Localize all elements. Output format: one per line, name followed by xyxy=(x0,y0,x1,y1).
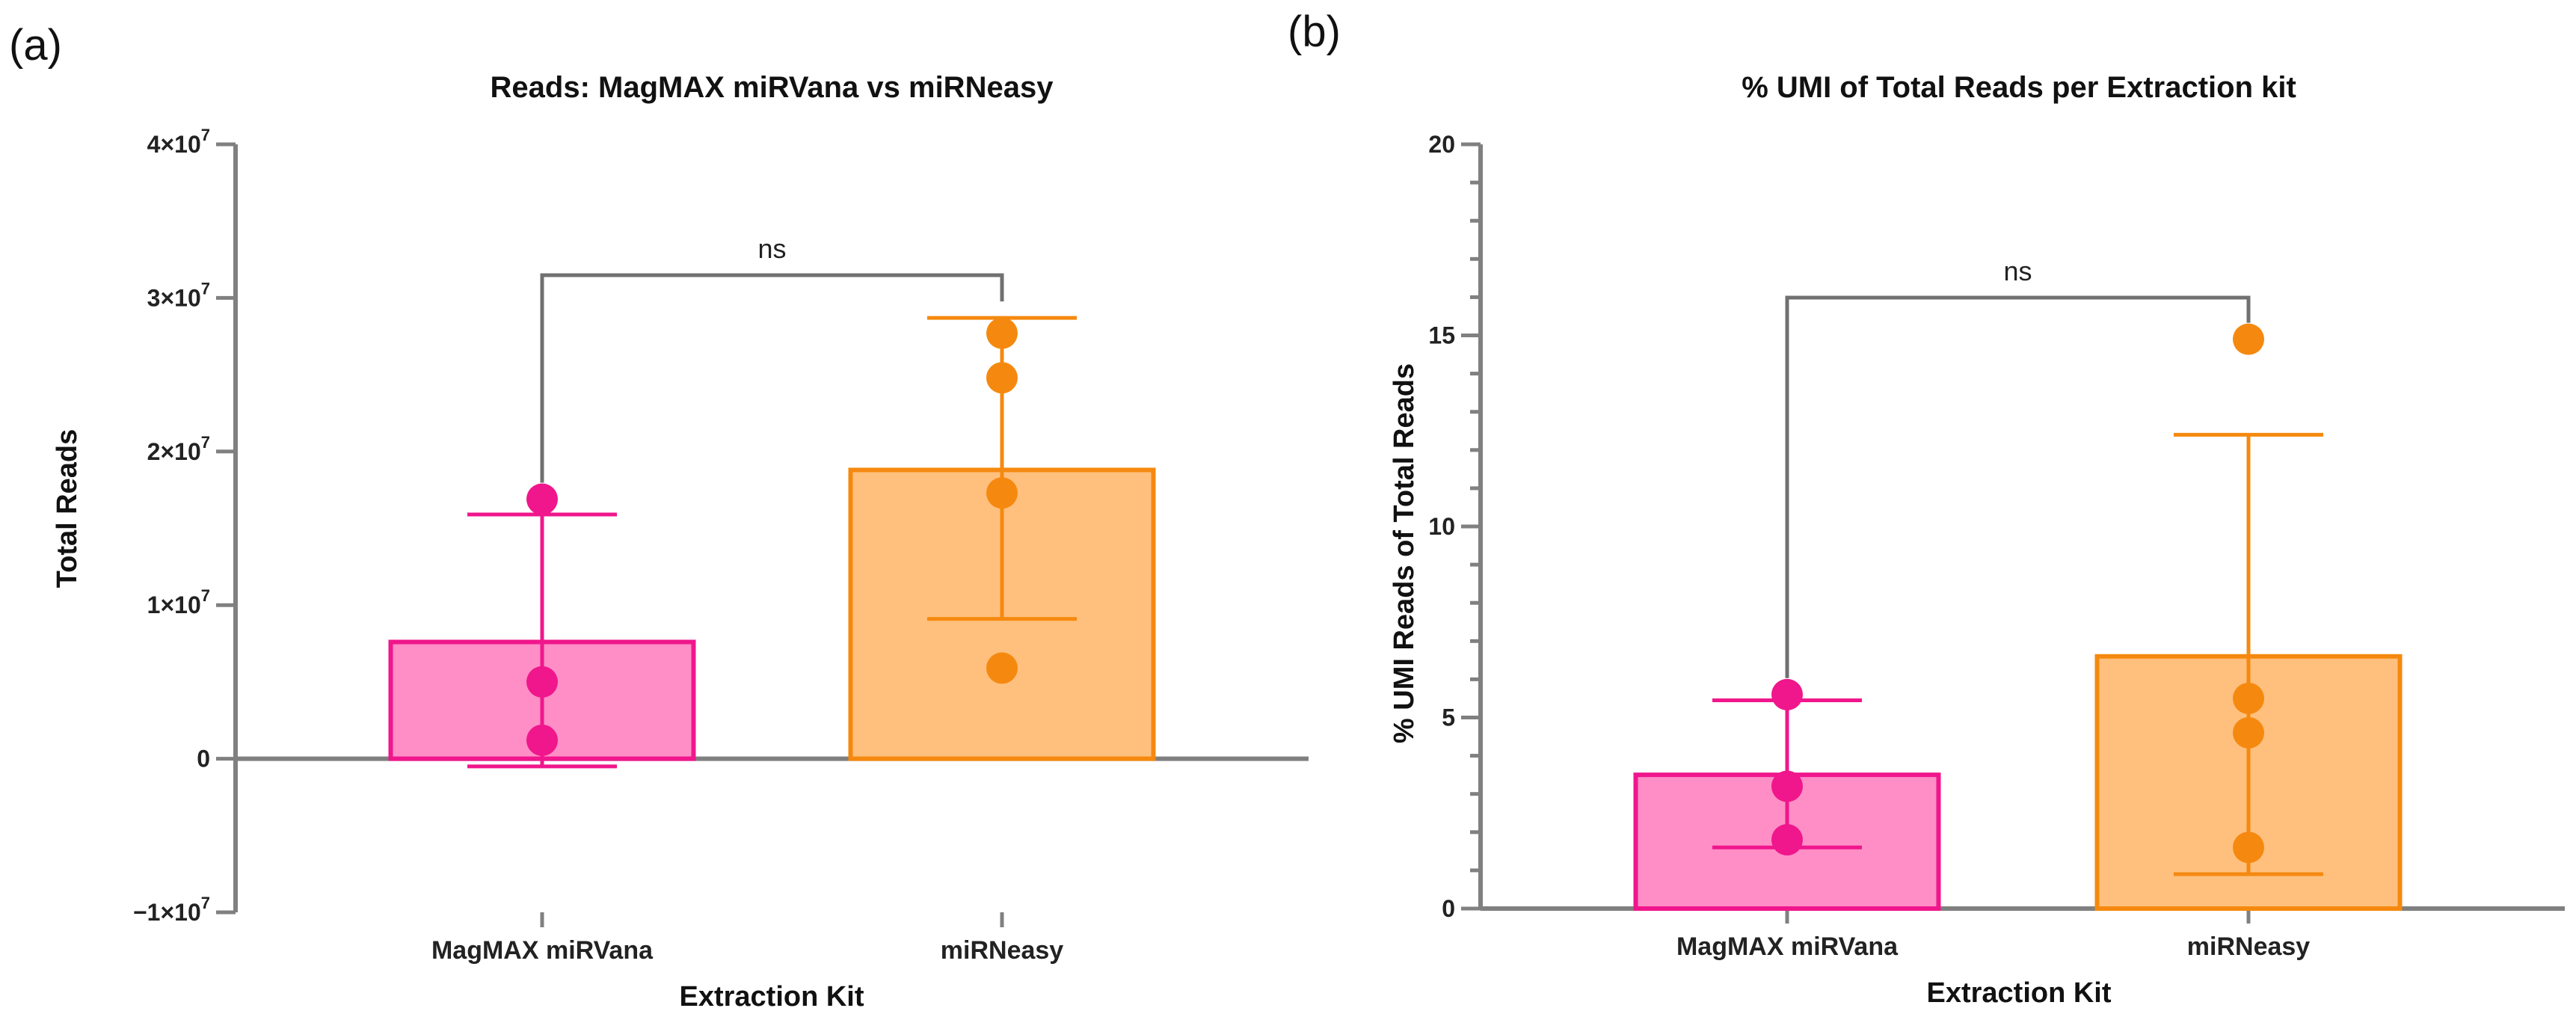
panel-a-point-2-4 xyxy=(986,652,1018,684)
panel-b-point-1-3 xyxy=(1771,824,1803,856)
panel-b-significance: ns xyxy=(1785,256,2251,678)
panel-a-label: (a) xyxy=(9,21,62,70)
panel-b-significance-bracket xyxy=(1785,295,2251,678)
panel-a: (a) Reads: MagMAX miRVana vs miRNeasy To… xyxy=(9,21,1309,1013)
panel-b-point-2-4 xyxy=(2233,832,2264,864)
panel-a-y-tick-exponent: 7 xyxy=(201,586,210,605)
panel-b-point-1-1 xyxy=(1771,678,1803,710)
panel-a-y-tick-label: 4×107 xyxy=(147,126,210,158)
panel-a-x-axis-title: Extraction Kit xyxy=(679,981,864,1013)
panel-b-point-2-2 xyxy=(2233,682,2264,714)
panel-a-title: Reads: MagMAX miRVana vs miRNeasy xyxy=(491,71,1054,104)
panel-a-y-tick-label: 0 xyxy=(197,746,210,772)
panel-a-significance-bracket xyxy=(540,273,1004,483)
panel-a-y-tick-label: 2×107 xyxy=(147,433,210,465)
panel-a-category-label-1: MagMAX miRVana xyxy=(431,936,654,965)
panel-b-label: (b) xyxy=(1288,7,1341,56)
panel-a-significance: ns xyxy=(540,233,1004,483)
panel-b: (b) % UMI of Total Reads per Extraction … xyxy=(1288,7,2565,1009)
panel-a-y-axis-title: Total Reads xyxy=(52,429,83,589)
panel-a-y-tick-exponent: 7 xyxy=(201,279,210,298)
panel-a-point-1-1 xyxy=(526,483,558,515)
panel-b-x-axis-title: Extraction Kit xyxy=(1926,977,2111,1009)
panel-b-point-2-3 xyxy=(2233,716,2264,749)
panel-b-point-1-2 xyxy=(1771,770,1803,802)
panel-a-y-tick-label: 1×107 xyxy=(147,586,210,618)
panel-a-point-2-2 xyxy=(986,362,1018,394)
panel-a-y-tick-exponent: 7 xyxy=(201,433,210,452)
panel-a-category-label-2: miRNeasy xyxy=(941,936,1064,965)
panel-b-y-axis-title: % UMI Reads of Total Reads xyxy=(1389,363,1420,743)
panel-b-y-tick-label: 10 xyxy=(1428,513,1455,540)
panel-a-y-tick-exponent: 7 xyxy=(201,894,210,912)
panel-a-y-tick-label: −1×107 xyxy=(133,894,210,926)
panel-b-point-2-1 xyxy=(2233,323,2264,355)
panel-b-y-tick-label: 20 xyxy=(1428,131,1455,158)
panel-b-category-label-2: miRNeasy xyxy=(2187,932,2311,961)
panel-a-point-1-3 xyxy=(526,724,558,756)
panel-a-point-2-1 xyxy=(986,317,1018,349)
panel-a-point-1-2 xyxy=(526,666,558,698)
panel-b-y-tick-label: 5 xyxy=(1442,704,1455,731)
panel-b-category-label-1: MagMAX miRVana xyxy=(1676,932,1899,961)
panel-b-y-tick-label: 15 xyxy=(1428,322,1455,349)
panel-b-title: % UMI of Total Reads per Extraction kit xyxy=(1742,71,2296,104)
panel-a-point-2-3 xyxy=(986,477,1018,509)
panel-a-bars: MagMAX miRVana miRNeasy xyxy=(388,316,1156,965)
panel-a-significance-label: ns xyxy=(757,233,786,264)
panel-b-bars: MagMAX miRVana miRNeasy xyxy=(1633,323,2403,961)
panel-a-y-tick-label: 3×107 xyxy=(147,279,210,311)
panel-a-y-tick-exponent: 7 xyxy=(201,126,210,144)
panel-b-significance-label: ns xyxy=(2003,256,2032,286)
panel-b-y-tick-label: 0 xyxy=(1442,895,1455,922)
